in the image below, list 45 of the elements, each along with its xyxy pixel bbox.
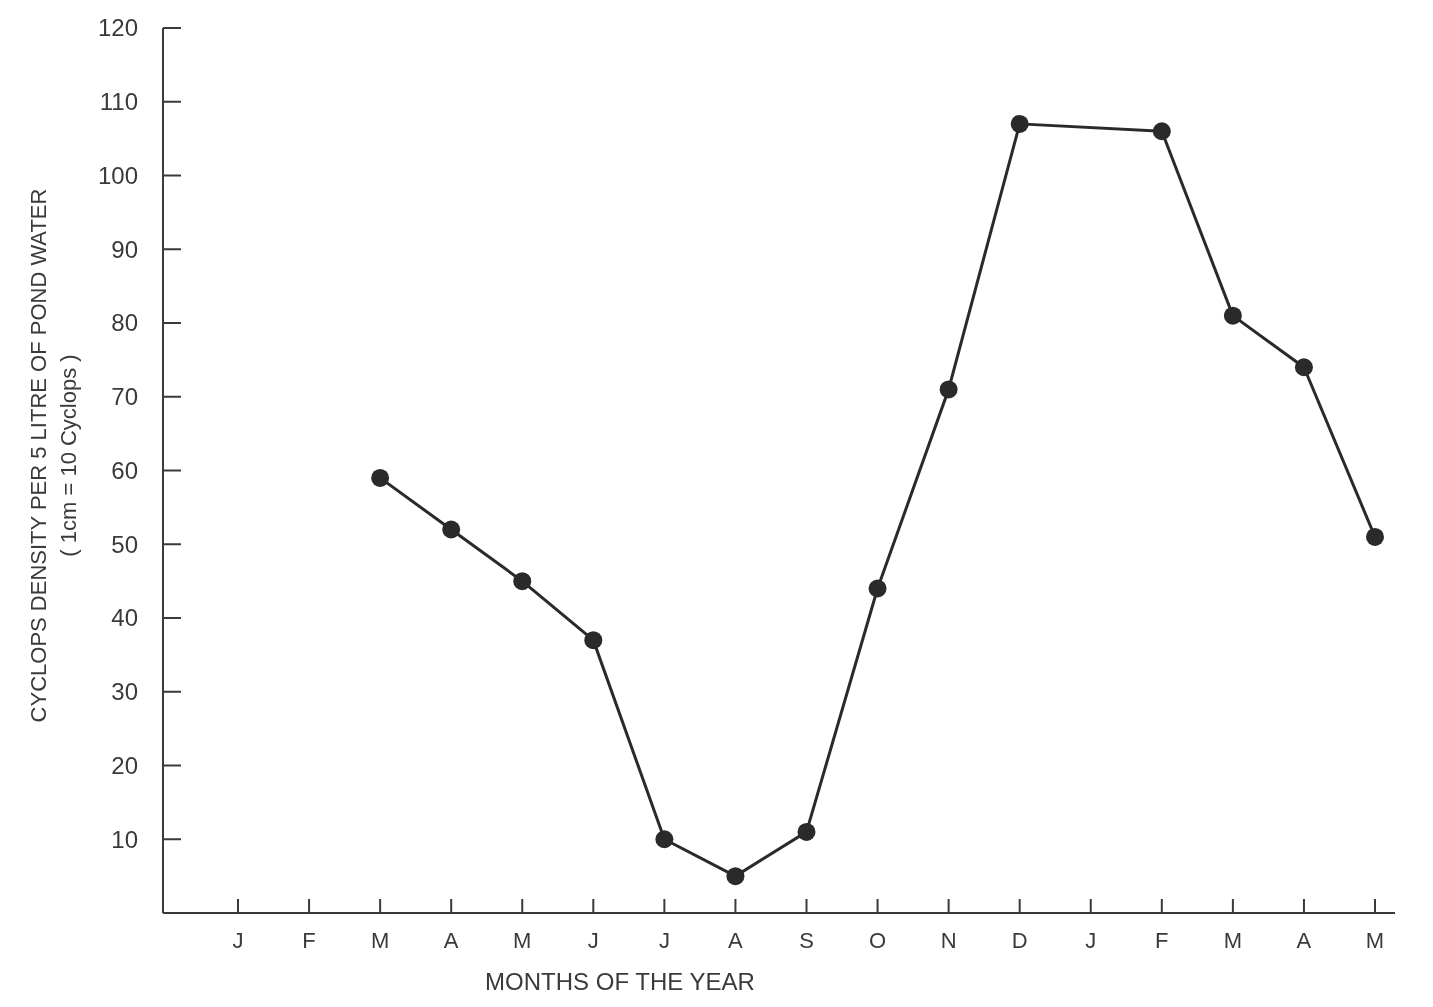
- y-tick-label: 90: [111, 235, 138, 263]
- point: [939, 380, 958, 399]
- point: [1366, 527, 1384, 546]
- x-tick-label: S: [799, 928, 814, 953]
- point: [868, 579, 887, 598]
- point: [1152, 122, 1171, 141]
- x-tick-label: A: [443, 928, 459, 953]
- y-axis-title: CYCLOPS DENSITY PER 5 LITRE OF POND WATER ( 1cm = 10 Cyclops ): [26, 188, 81, 723]
- point: [1294, 358, 1313, 377]
- y-tick-label: 80: [111, 309, 138, 337]
- x-axis-title: MONTHS OF THE YEAR: [485, 968, 755, 995]
- point: [371, 468, 390, 487]
- x-tick-label: M: [513, 928, 532, 953]
- x-tick-label: J: [1085, 928, 1097, 953]
- point: [797, 822, 816, 841]
- y-tick-label: 50: [111, 530, 138, 558]
- x-tick-label: A: [728, 928, 744, 953]
- point: [442, 520, 461, 539]
- y-tick-label: 60: [111, 456, 138, 484]
- point: [513, 572, 532, 591]
- point: [655, 830, 674, 849]
- x-tick-label: M: [1365, 928, 1385, 953]
- y-tick-label: 40: [111, 604, 138, 632]
- y-tick-label: 120: [97, 14, 138, 42]
- x-tick-label: D: [1011, 928, 1028, 953]
- y-tick-label: 100: [97, 161, 138, 189]
- x-tick-label: A: [1296, 928, 1312, 953]
- y-tick-label: 30: [111, 678, 138, 706]
- point: [1223, 306, 1242, 325]
- x-tick-label: N: [940, 928, 957, 953]
- point: [584, 631, 603, 650]
- point: [726, 867, 745, 886]
- x-tick-label: F: [302, 928, 316, 953]
- x-tick-label: F: [1155, 928, 1169, 953]
- x-tick-label: M: [370, 928, 390, 953]
- x-tick-label: M: [1223, 928, 1243, 953]
- point: [1010, 114, 1029, 133]
- y-tick-label: 20: [111, 751, 138, 779]
- x-tick-label: J: [658, 928, 670, 953]
- x-tick-label: J: [232, 928, 244, 953]
- y-tick-label: 110: [99, 88, 138, 116]
- x-tick-label: O: [869, 928, 887, 953]
- y-tick-label: 70: [111, 383, 138, 411]
- y-tick-label: 10: [111, 825, 138, 853]
- x-tick-label: J: [587, 928, 599, 953]
